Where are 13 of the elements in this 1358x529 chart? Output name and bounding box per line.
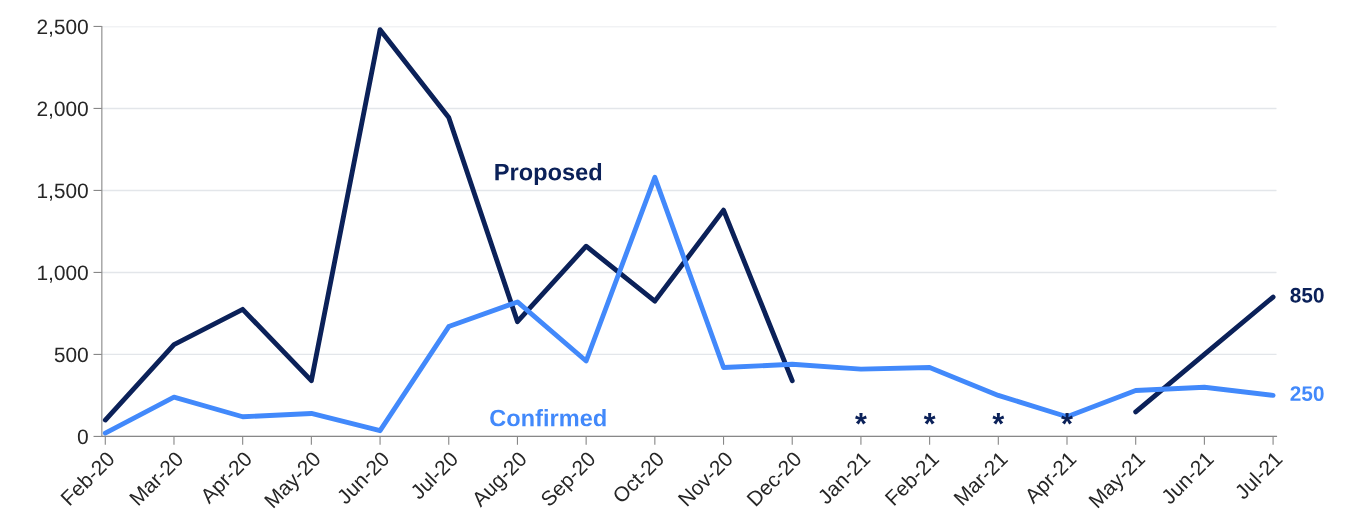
y-tick-label: 2,000 <box>37 101 88 119</box>
y-tick-label: 1,000 <box>38 265 88 283</box>
text: Confirmed <box>490 409 606 427</box>
data-label: 850 <box>1290 287 1324 303</box>
annotation: * <box>923 413 936 425</box>
y-tick-label: 2,500 <box>37 19 88 37</box>
y-tick-label: 500 <box>54 347 88 363</box>
y-tick-label: 0 <box>77 429 88 445</box>
data-label: 250 <box>1290 386 1324 402</box>
annotation: * <box>855 413 867 425</box>
y-tick-label: 1,500 <box>38 183 88 201</box>
annotation: * <box>992 413 1005 425</box>
series-label: Proposed <box>495 163 602 186</box>
